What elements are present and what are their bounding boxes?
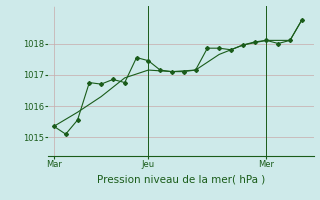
X-axis label: Pression niveau de la mer( hPa ): Pression niveau de la mer( hPa )	[97, 175, 265, 185]
